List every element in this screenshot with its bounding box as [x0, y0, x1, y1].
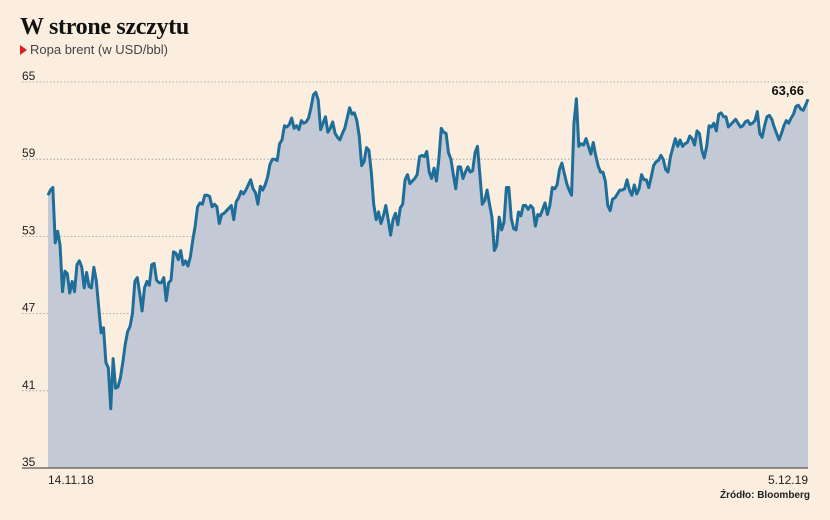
area-fill	[48, 92, 808, 468]
red-triangle-marker-icon	[20, 44, 27, 55]
y-tick-label-53: 53	[22, 223, 36, 237]
y-tick-label-41: 41	[22, 378, 36, 392]
y-tick-label-35: 35	[22, 455, 36, 469]
y-tick-label-59: 59	[22, 146, 36, 160]
chart-title: W strone szczytu	[20, 14, 189, 40]
price-line	[46, 90, 810, 411]
subtitle-text: Ropa brent (w USD/bbl)	[30, 42, 168, 57]
last-value-label: 63,66	[771, 83, 804, 98]
x-label-end: 5.12.19	[768, 473, 808, 487]
y-tick-label-65: 65	[22, 69, 36, 83]
y-axis-labels: 35 41 47 53 59 65	[22, 69, 36, 469]
x-label-start: 14.11.18	[48, 473, 94, 487]
chart-subtitle: Ropa brent (w USD/bbl)	[20, 42, 168, 57]
y-tick-label-47: 47	[22, 301, 36, 315]
source-note: Źródło: Bloomberg	[720, 490, 810, 501]
